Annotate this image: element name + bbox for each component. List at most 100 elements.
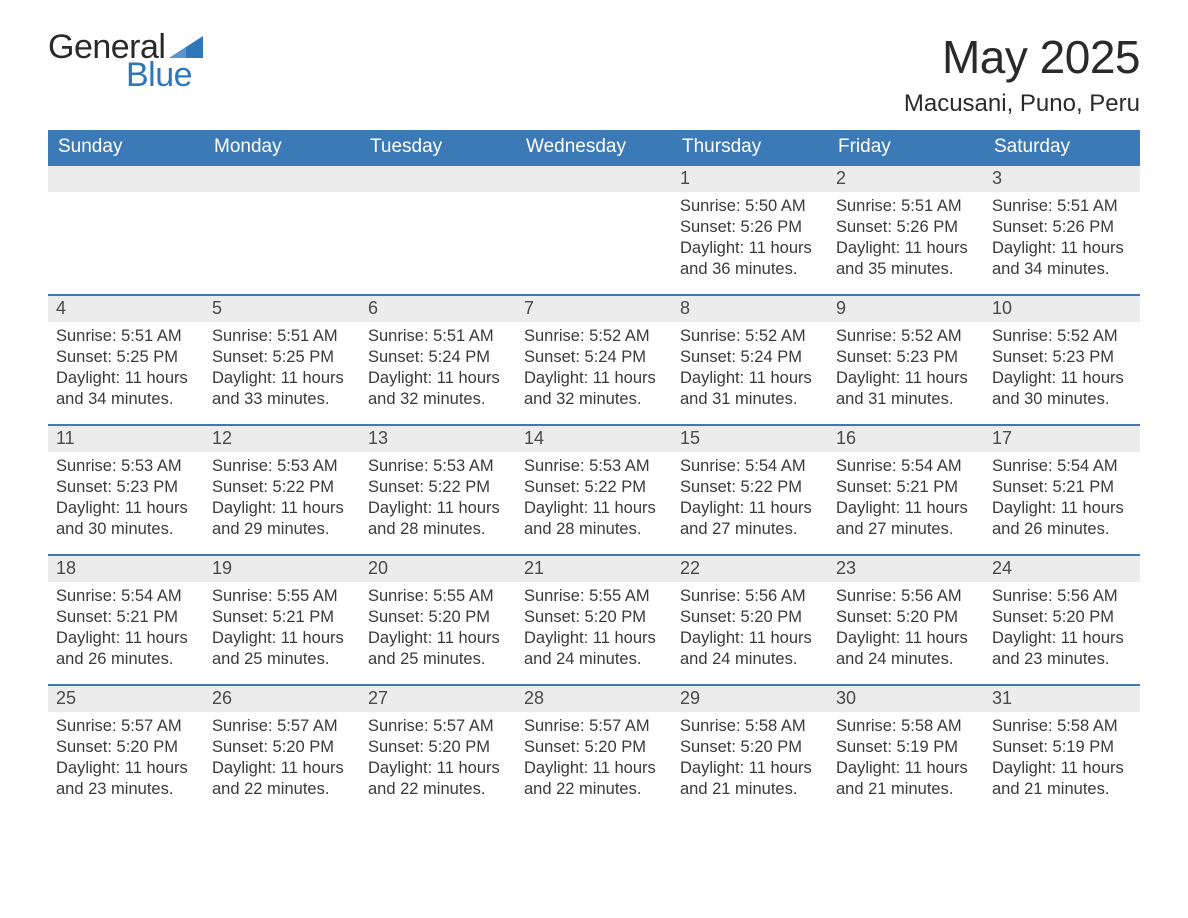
day-details: Sunrise: 5:55 AMSunset: 5:20 PMDaylight:…: [360, 582, 516, 676]
weekday-header: Wednesday: [516, 130, 672, 166]
sunrise-line: Sunrise: 5:52 AM: [680, 326, 820, 347]
sunset-line: Sunset: 5:20 PM: [524, 737, 664, 758]
sunset-line: Sunset: 5:21 PM: [836, 477, 976, 498]
sunrise-line: Sunrise: 5:51 AM: [368, 326, 508, 347]
daylight-line: Daylight: 11 hours and 21 minutes.: [992, 758, 1132, 800]
day-cell: [204, 166, 360, 294]
week-row: 25Sunrise: 5:57 AMSunset: 5:20 PMDayligh…: [48, 684, 1140, 814]
week-row: 18Sunrise: 5:54 AMSunset: 5:21 PMDayligh…: [48, 554, 1140, 684]
sunrise-line: Sunrise: 5:57 AM: [524, 716, 664, 737]
day-number: 10: [984, 296, 1140, 322]
daylight-line: Daylight: 11 hours and 26 minutes.: [56, 628, 196, 670]
day-cell: 2Sunrise: 5:51 AMSunset: 5:26 PMDaylight…: [828, 166, 984, 294]
day-details: Sunrise: 5:52 AMSunset: 5:23 PMDaylight:…: [828, 322, 984, 416]
daylight-line: Daylight: 11 hours and 21 minutes.: [836, 758, 976, 800]
day-cell: 4Sunrise: 5:51 AMSunset: 5:25 PMDaylight…: [48, 296, 204, 424]
daylight-line: Daylight: 11 hours and 30 minutes.: [992, 368, 1132, 410]
day-cell: 16Sunrise: 5:54 AMSunset: 5:21 PMDayligh…: [828, 426, 984, 554]
day-details: Sunrise: 5:53 AMSunset: 5:23 PMDaylight:…: [48, 452, 204, 546]
day-cell: 14Sunrise: 5:53 AMSunset: 5:22 PMDayligh…: [516, 426, 672, 554]
day-details: Sunrise: 5:50 AMSunset: 5:26 PMDaylight:…: [672, 192, 828, 286]
day-number: 31: [984, 686, 1140, 712]
sunset-line: Sunset: 5:19 PM: [992, 737, 1132, 758]
daylight-line: Daylight: 11 hours and 34 minutes.: [56, 368, 196, 410]
sunrise-line: Sunrise: 5:51 AM: [992, 196, 1132, 217]
sunset-line: Sunset: 5:20 PM: [680, 737, 820, 758]
sunset-line: Sunset: 5:26 PM: [680, 217, 820, 238]
sunrise-line: Sunrise: 5:58 AM: [836, 716, 976, 737]
week-row: 1Sunrise: 5:50 AMSunset: 5:26 PMDaylight…: [48, 166, 1140, 294]
day-cell: 27Sunrise: 5:57 AMSunset: 5:20 PMDayligh…: [360, 686, 516, 814]
daylight-line: Daylight: 11 hours and 29 minutes.: [212, 498, 352, 540]
sunrise-line: Sunrise: 5:51 AM: [836, 196, 976, 217]
day-number: 12: [204, 426, 360, 452]
sunrise-line: Sunrise: 5:55 AM: [212, 586, 352, 607]
daylight-line: Daylight: 11 hours and 22 minutes.: [212, 758, 352, 800]
day-cell: 12Sunrise: 5:53 AMSunset: 5:22 PMDayligh…: [204, 426, 360, 554]
day-details: Sunrise: 5:51 AMSunset: 5:25 PMDaylight:…: [48, 322, 204, 416]
daylight-line: Daylight: 11 hours and 30 minutes.: [56, 498, 196, 540]
weekday-header-row: SundayMondayTuesdayWednesdayThursdayFrid…: [48, 130, 1140, 166]
weekday-header: Saturday: [984, 130, 1140, 166]
daylight-line: Daylight: 11 hours and 36 minutes.: [680, 238, 820, 280]
sunrise-line: Sunrise: 5:55 AM: [368, 586, 508, 607]
daylight-line: Daylight: 11 hours and 33 minutes.: [212, 368, 352, 410]
day-number: 13: [360, 426, 516, 452]
daylight-line: Daylight: 11 hours and 32 minutes.: [368, 368, 508, 410]
day-cell: 19Sunrise: 5:55 AMSunset: 5:21 PMDayligh…: [204, 556, 360, 684]
day-details: Sunrise: 5:58 AMSunset: 5:19 PMDaylight:…: [828, 712, 984, 806]
day-cell: 8Sunrise: 5:52 AMSunset: 5:24 PMDaylight…: [672, 296, 828, 424]
day-number: 22: [672, 556, 828, 582]
sunset-line: Sunset: 5:20 PM: [524, 607, 664, 628]
logo: General Blue: [48, 30, 203, 92]
logo-triangle-icon: [169, 36, 203, 58]
daylight-line: Daylight: 11 hours and 24 minutes.: [680, 628, 820, 670]
sunset-line: Sunset: 5:19 PM: [836, 737, 976, 758]
day-number: 6: [360, 296, 516, 322]
sunset-line: Sunset: 5:20 PM: [680, 607, 820, 628]
empty-day-number: [48, 166, 204, 192]
day-number: 17: [984, 426, 1140, 452]
weekday-header: Tuesday: [360, 130, 516, 166]
sunset-line: Sunset: 5:21 PM: [212, 607, 352, 628]
day-number: 8: [672, 296, 828, 322]
location-subtitle: Macusani, Puno, Peru: [904, 90, 1140, 118]
sunset-line: Sunset: 5:20 PM: [368, 607, 508, 628]
day-number: 19: [204, 556, 360, 582]
day-cell: [48, 166, 204, 294]
day-number: 27: [360, 686, 516, 712]
day-number: 1: [672, 166, 828, 192]
day-number: 30: [828, 686, 984, 712]
sunset-line: Sunset: 5:22 PM: [680, 477, 820, 498]
day-number: 21: [516, 556, 672, 582]
daylight-line: Daylight: 11 hours and 22 minutes.: [368, 758, 508, 800]
sunset-line: Sunset: 5:21 PM: [992, 477, 1132, 498]
empty-day-number: [360, 166, 516, 192]
sunrise-line: Sunrise: 5:57 AM: [212, 716, 352, 737]
sunrise-line: Sunrise: 5:52 AM: [836, 326, 976, 347]
daylight-line: Daylight: 11 hours and 23 minutes.: [992, 628, 1132, 670]
sunrise-line: Sunrise: 5:55 AM: [524, 586, 664, 607]
logo-word-blue: Blue: [126, 58, 192, 92]
day-number: 18: [48, 556, 204, 582]
day-cell: 1Sunrise: 5:50 AMSunset: 5:26 PMDaylight…: [672, 166, 828, 294]
sunrise-line: Sunrise: 5:57 AM: [368, 716, 508, 737]
day-number: 15: [672, 426, 828, 452]
daylight-line: Daylight: 11 hours and 22 minutes.: [524, 758, 664, 800]
sunset-line: Sunset: 5:21 PM: [56, 607, 196, 628]
daylight-line: Daylight: 11 hours and 24 minutes.: [836, 628, 976, 670]
empty-day-number: [204, 166, 360, 192]
daylight-line: Daylight: 11 hours and 32 minutes.: [524, 368, 664, 410]
day-cell: 25Sunrise: 5:57 AMSunset: 5:20 PMDayligh…: [48, 686, 204, 814]
daylight-line: Daylight: 11 hours and 35 minutes.: [836, 238, 976, 280]
sunset-line: Sunset: 5:25 PM: [212, 347, 352, 368]
daylight-line: Daylight: 11 hours and 27 minutes.: [836, 498, 976, 540]
day-details: Sunrise: 5:57 AMSunset: 5:20 PMDaylight:…: [204, 712, 360, 806]
daylight-line: Daylight: 11 hours and 26 minutes.: [992, 498, 1132, 540]
day-cell: 21Sunrise: 5:55 AMSunset: 5:20 PMDayligh…: [516, 556, 672, 684]
day-cell: 9Sunrise: 5:52 AMSunset: 5:23 PMDaylight…: [828, 296, 984, 424]
day-number: 3: [984, 166, 1140, 192]
day-details: Sunrise: 5:57 AMSunset: 5:20 PMDaylight:…: [516, 712, 672, 806]
daylight-line: Daylight: 11 hours and 27 minutes.: [680, 498, 820, 540]
daylight-line: Daylight: 11 hours and 28 minutes.: [524, 498, 664, 540]
